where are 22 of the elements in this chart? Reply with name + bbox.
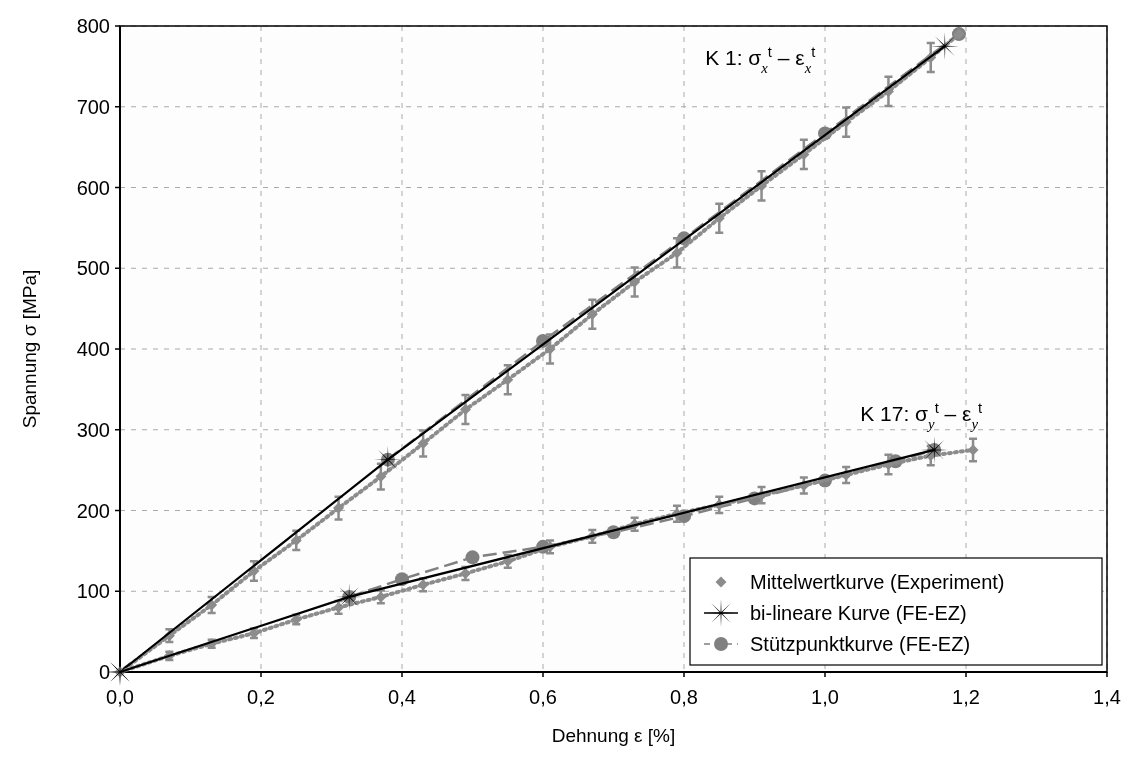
legend-label: bi-lineare Kurve (FE-EZ) (750, 602, 967, 624)
x-tick-label: 1,2 (952, 686, 980, 708)
y-tick-label: 600 (76, 176, 110, 199)
y-tick-label: 500 (76, 257, 110, 280)
legend-label: Mittelwertkurve (Experiment) (750, 571, 1005, 593)
x-tick-label: 0,0 (106, 686, 134, 708)
y-tick-label: 300 (76, 418, 110, 441)
x-tick-label: 0,4 (388, 686, 416, 708)
y-tick-label: 100 (76, 580, 110, 603)
y-tick-label: 0 (98, 661, 110, 683)
x-tick-label: 0,8 (670, 686, 698, 708)
x-tick-label: 1,0 (811, 686, 839, 708)
y-tick-label: 200 (76, 499, 110, 522)
x-tick-label: 1,4 (1093, 686, 1121, 708)
y-tick-label: 400 (76, 338, 110, 360)
x-tick-label: 0,6 (529, 686, 557, 708)
legend-label: Stützpunktkurve (FE-EZ) (750, 633, 971, 655)
y-tick-label: 700 (76, 95, 110, 118)
y-axis-title: Spannung σ [MPa] (19, 269, 40, 429)
x-tick-label: 0,2 (247, 686, 275, 708)
y-tick-label: 800 (76, 15, 110, 37)
x-axis-title: Dehnung ε [%] (551, 725, 676, 746)
